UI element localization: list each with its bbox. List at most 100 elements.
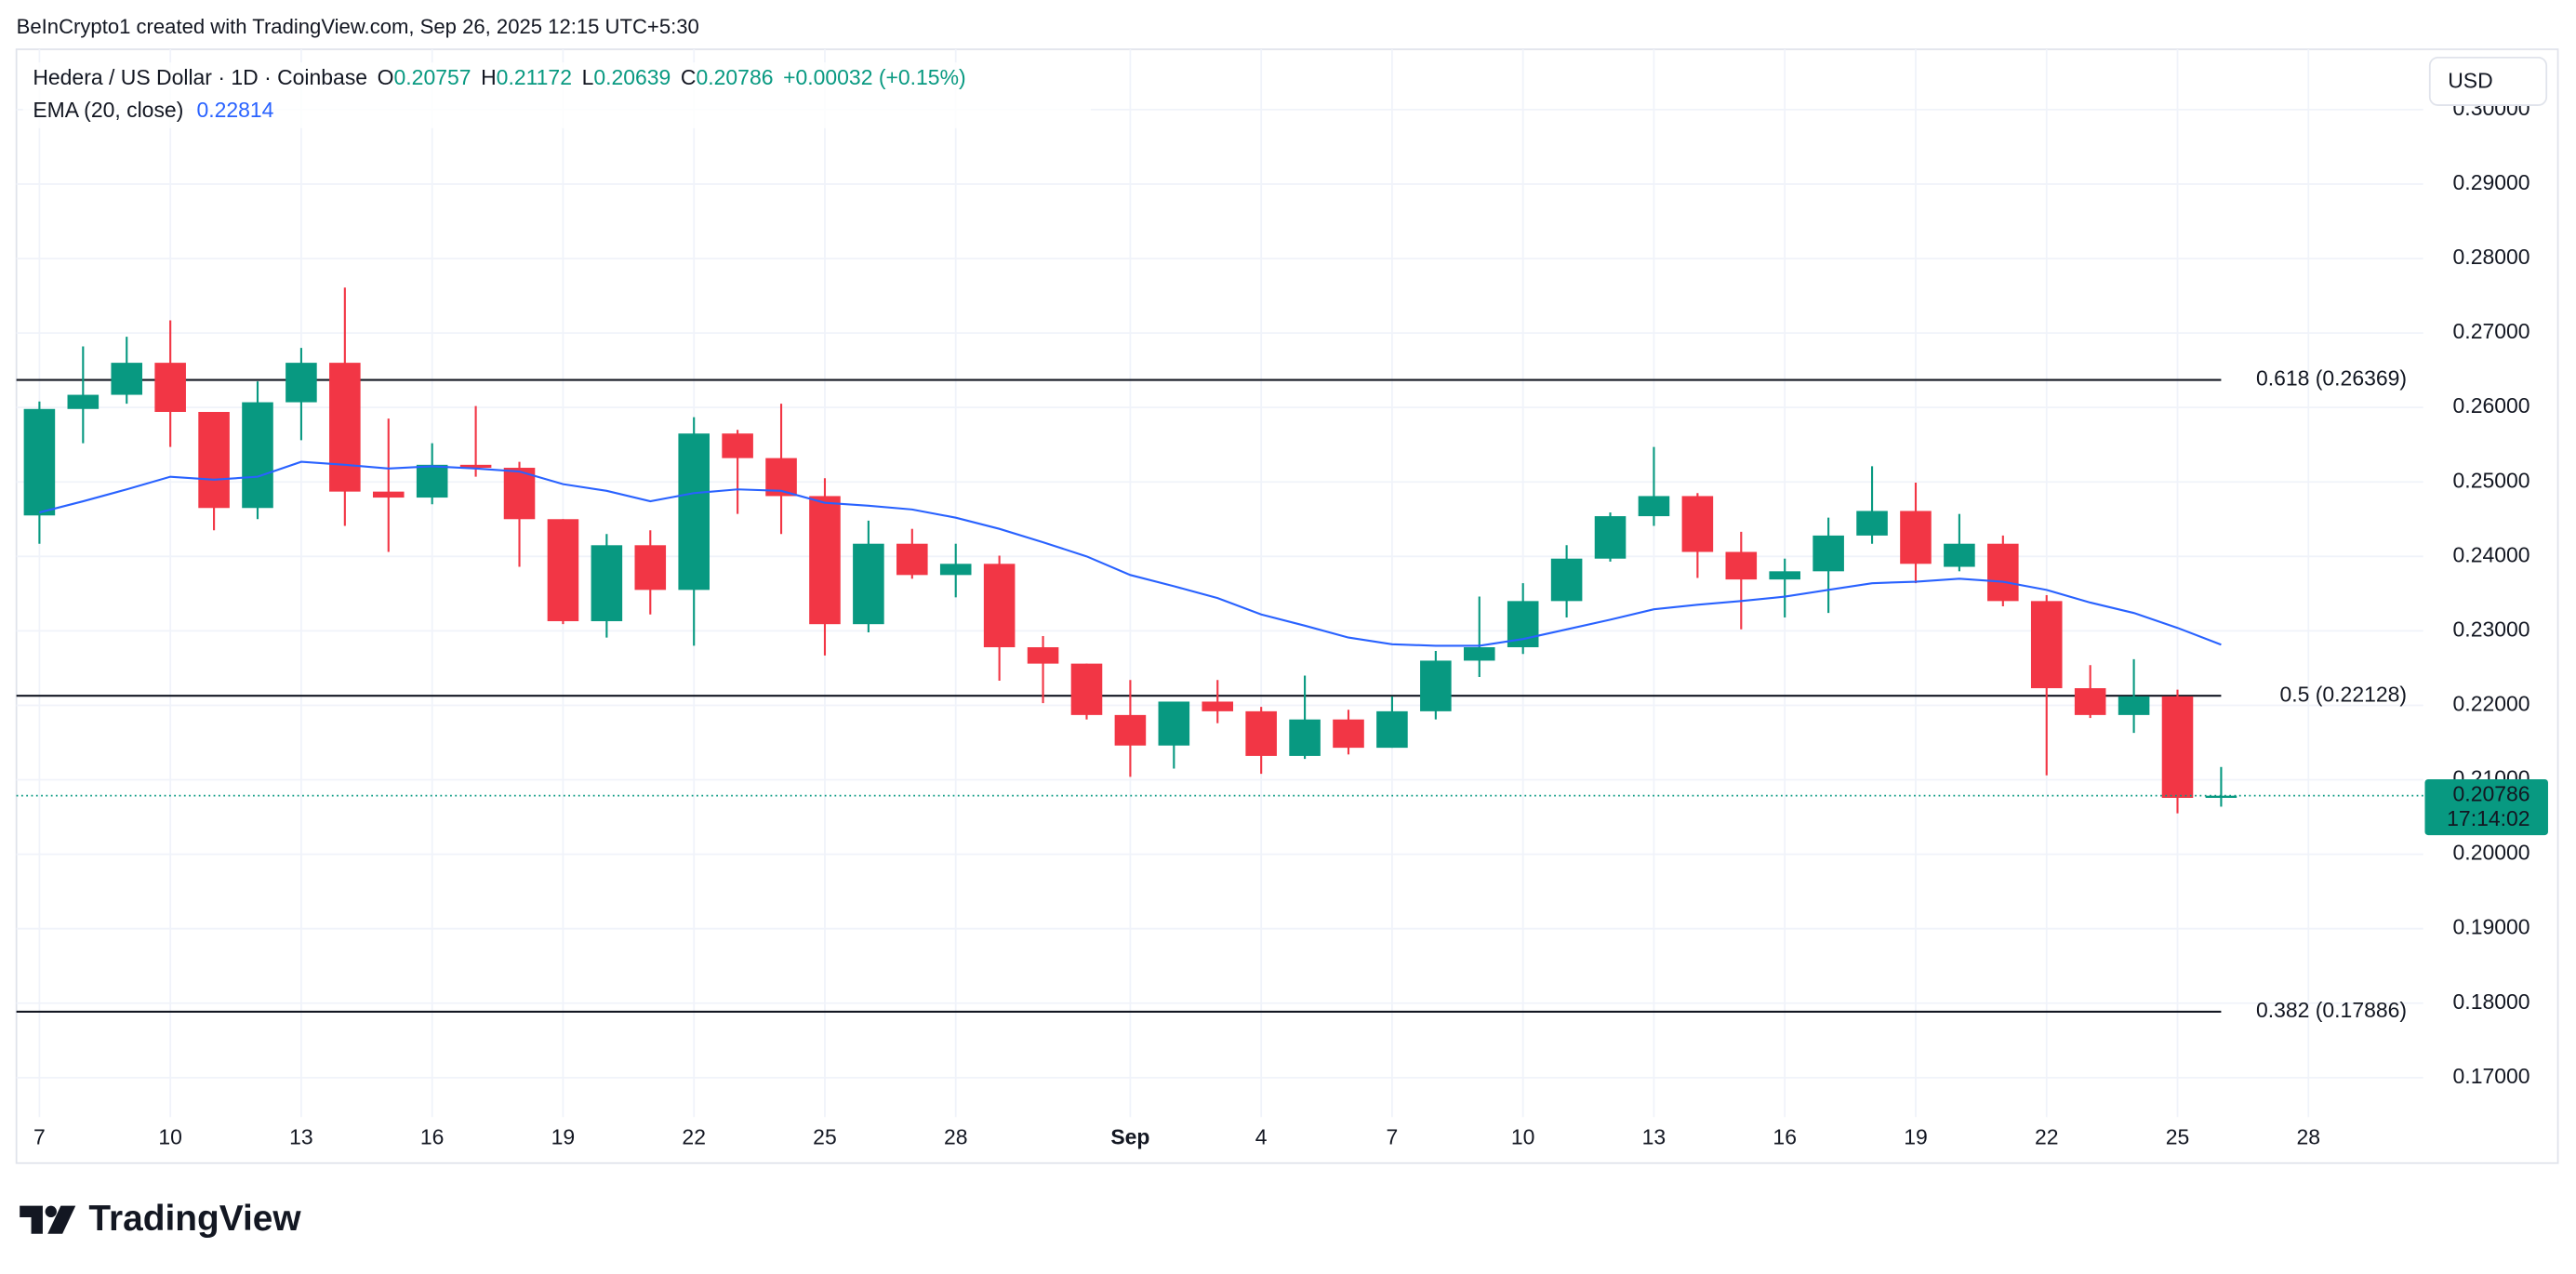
candle-body bbox=[1638, 496, 1670, 517]
change: +0.00032 (+0.15%) bbox=[783, 65, 966, 89]
y-tick-label: 0.23000 bbox=[2453, 617, 2530, 641]
candle-body bbox=[1333, 719, 1364, 749]
ema-legend: EMA (20, close) 0.22814 bbox=[33, 98, 273, 122]
candle-body bbox=[1987, 543, 2019, 602]
candle-body bbox=[547, 519, 579, 621]
candle-body bbox=[939, 564, 972, 576]
x-tick-label: 7 bbox=[33, 1124, 46, 1148]
level-label: 0.382 (0.17886) bbox=[2256, 998, 2407, 1022]
candle-body bbox=[1376, 710, 1408, 749]
x-tick-label: 13 bbox=[289, 1124, 313, 1148]
x-tick-label: 16 bbox=[420, 1124, 445, 1148]
candle-body bbox=[1769, 571, 1800, 580]
logo-shape bbox=[47, 1205, 76, 1234]
x-tick-label: 22 bbox=[2035, 1124, 2059, 1148]
brand: TradingView bbox=[88, 1199, 301, 1239]
brand-logo: TradingView bbox=[20, 1199, 301, 1239]
candle-body bbox=[809, 496, 841, 625]
y-tick-label: 0.24000 bbox=[2453, 542, 2530, 566]
candle-body bbox=[1725, 551, 1758, 580]
candle-body bbox=[722, 433, 753, 458]
currency-button[interactable] bbox=[2428, 56, 2548, 106]
y-tick-label: 0.18000 bbox=[2453, 989, 2530, 1014]
candle-body bbox=[154, 363, 186, 412]
y-tick-label: 0.22000 bbox=[2453, 692, 2530, 716]
price-tag-value: 0.20786 bbox=[2453, 782, 2530, 806]
x-tick-label: 10 bbox=[1511, 1124, 1535, 1148]
candle-body bbox=[1245, 710, 1277, 756]
y-tick-label: 0.20000 bbox=[2453, 841, 2530, 865]
candle-body bbox=[329, 363, 361, 492]
x-tick-label: 25 bbox=[813, 1124, 837, 1148]
chart-frame bbox=[15, 48, 2559, 1164]
candle-body bbox=[2118, 696, 2150, 715]
levels: 0.618 (0.26369) 0.5 (0.22128) 0.382 (0.178… bbox=[16, 366, 2407, 1022]
candle-body bbox=[285, 363, 317, 403]
candle-body bbox=[1289, 719, 1321, 756]
x-tick-label: 28 bbox=[944, 1124, 968, 1148]
candle-body bbox=[2205, 795, 2237, 799]
level-label: 0.618 (0.26369) bbox=[2256, 366, 2407, 391]
close-letter: C bbox=[681, 65, 697, 89]
ema-value: 0.22814 bbox=[196, 98, 273, 122]
marks bbox=[16, 287, 2423, 814]
x-tick-label: 10 bbox=[158, 1124, 182, 1148]
legend-bg bbox=[22, 62, 1092, 128]
y-tick-label: 0.29000 bbox=[2453, 170, 2530, 194]
low-letter: L bbox=[582, 65, 594, 89]
candle-body bbox=[416, 464, 448, 498]
candle-body bbox=[678, 433, 710, 591]
y-tick-label: 0.25000 bbox=[2453, 468, 2530, 492]
candle-body bbox=[198, 411, 230, 509]
candle-body bbox=[459, 464, 492, 469]
candle-body bbox=[983, 564, 1016, 648]
candle-body bbox=[23, 408, 56, 516]
high-letter: H bbox=[481, 65, 497, 89]
candle-body bbox=[1070, 663, 1103, 715]
ema-name: EMA (20, close) bbox=[33, 98, 183, 122]
candle-body bbox=[1114, 714, 1147, 746]
title: Hedera / US Dollar · 1D · Coinbase bbox=[33, 65, 367, 89]
candle-body bbox=[1027, 647, 1059, 664]
candle-body bbox=[896, 543, 928, 576]
candle-body bbox=[1856, 511, 1888, 536]
y-tick-label: 0.26000 bbox=[2453, 393, 2530, 418]
candle-body bbox=[1420, 660, 1452, 711]
candle-body bbox=[1681, 496, 1714, 552]
candle-body bbox=[111, 363, 143, 395]
low-value: 0.20639 bbox=[593, 65, 671, 89]
close-value: 0.20786 bbox=[697, 65, 774, 89]
price-tag bbox=[2424, 779, 2548, 836]
candle-body bbox=[1900, 511, 1932, 564]
candle-body bbox=[591, 545, 623, 621]
x-tick-label: 25 bbox=[2166, 1124, 2190, 1148]
candle-body bbox=[853, 543, 884, 625]
x-tick-label: 7 bbox=[1387, 1124, 1399, 1148]
x-tick-label: 28 bbox=[2296, 1124, 2320, 1148]
candle-body bbox=[1594, 516, 1627, 559]
candle-body bbox=[1158, 701, 1190, 746]
open-value: 0.20757 bbox=[394, 65, 471, 89]
x-tick-label: 19 bbox=[1904, 1124, 1928, 1148]
x-tick-label: Sep bbox=[1110, 1124, 1149, 1148]
axes: 0.170000.180000.190000.200000.210000.220… bbox=[33, 96, 2548, 1148]
logo-dot bbox=[45, 1205, 57, 1218]
attribution: BeInCrypto1 created with TradingView.com… bbox=[17, 15, 699, 38]
candle-body bbox=[1944, 543, 1975, 567]
candle-body bbox=[242, 402, 273, 509]
high-value: 0.21172 bbox=[497, 65, 572, 89]
level-label: 0.5 (0.22128) bbox=[2279, 682, 2407, 706]
open-letter: O bbox=[378, 65, 394, 89]
candle-body bbox=[1202, 701, 1234, 711]
countdown: 17:14:02 bbox=[2447, 806, 2530, 830]
candle-body bbox=[2161, 696, 2194, 799]
legend: Hedera / US Dollar · 1D · Coinbase O0.207… bbox=[22, 62, 1092, 128]
candle-body bbox=[67, 394, 100, 409]
x-tick-label: 13 bbox=[1642, 1124, 1666, 1148]
ema-line bbox=[39, 460, 2222, 647]
candle-body bbox=[1550, 558, 1583, 602]
candle-body bbox=[634, 545, 667, 591]
